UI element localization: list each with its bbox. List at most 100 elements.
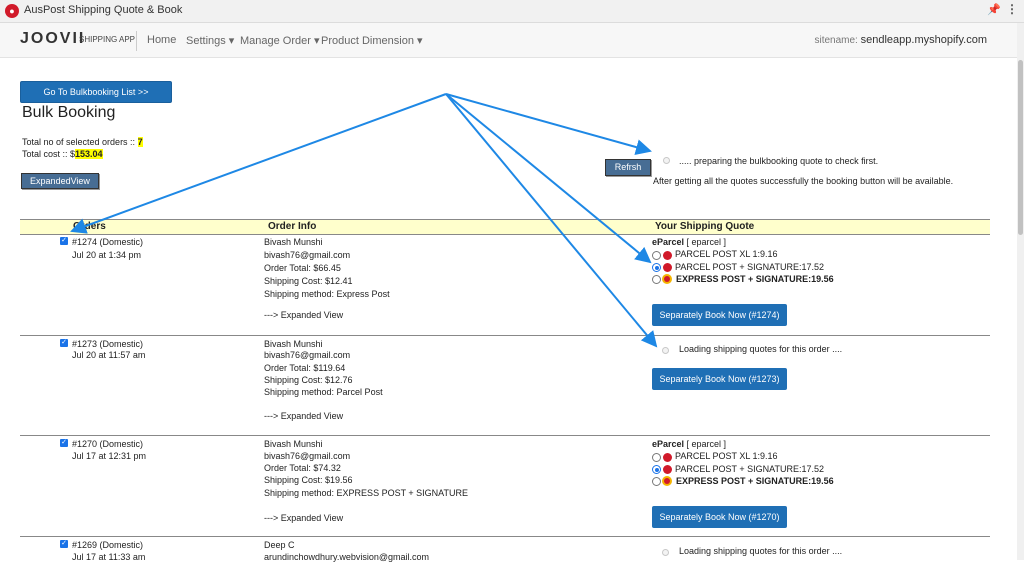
total-orders-value: 7 <box>137 137 143 147</box>
order-checkbox[interactable]: ✓ <box>60 339 68 347</box>
auspost-logo-icon <box>663 251 672 260</box>
loading-spinner-icon <box>663 157 670 164</box>
order-number[interactable]: #1270 (Domestic) <box>72 439 144 449</box>
sitename-value: sendleapp.myshopify.com <box>860 34 987 46</box>
order-total: Order Total: $119.64 <box>264 363 346 373</box>
customer-email: bivash76@gmail.com <box>264 350 351 360</box>
header-order-info: Order Info <box>268 221 317 232</box>
order-total: Order Total: $66.45 <box>264 263 341 273</box>
app-label: SHIPPING APP <box>79 35 136 44</box>
nav-divider <box>136 31 137 51</box>
order-number[interactable]: #1269 (Domestic) <box>72 540 144 550</box>
quote-option-radio[interactable] <box>652 477 661 486</box>
table-row: ✓ #1273 (Domestic) Jul 20 at 11:57 am Bi… <box>20 336 990 436</box>
bulkbooking-list-button[interactable]: Go To Bulkbooking List >> <box>20 81 172 103</box>
nav-manage-order[interactable]: Manage Order ▾ <box>240 35 320 47</box>
loading-spinner-icon <box>662 347 669 354</box>
express-post-logo-icon <box>662 476 672 486</box>
express-post-logo-icon <box>662 274 672 284</box>
separately-book-button[interactable]: Separately Book Now (#1273) <box>652 368 787 390</box>
total-cost-value: 153.04 <box>75 149 103 159</box>
total-cost-label: Total cost :: $ <box>22 149 76 159</box>
nav-product-dimension[interactable]: Product Dimension ▾ <box>321 35 423 47</box>
table-row: ✓ #1269 (Domestic) Jul 17 at 11:33 am De… <box>20 537 990 567</box>
auspost-app-icon: ● <box>5 4 19 18</box>
quote-carrier-code: [ eparcel ] <box>684 237 727 247</box>
sitename: sitename: sendleapp.myshopify.com <box>814 34 987 46</box>
order-number[interactable]: #1273 (Domestic) <box>72 339 144 349</box>
quote-option-radio[interactable] <box>652 251 661 260</box>
after-quotes-text: After getting all the quotes successfull… <box>653 176 954 186</box>
pin-icon[interactable]: 📌 <box>987 4 1001 16</box>
shipping-cost: Shipping Cost: $19.56 <box>264 475 353 485</box>
customer-email: bivash76@gmail.com <box>264 250 351 260</box>
page-scrollbar[interactable] <box>1017 23 1024 560</box>
expanded-view-link[interactable]: ---> Expanded View <box>264 411 344 421</box>
quote-option-label: PARCEL POST XL 1:9.16 <box>675 249 778 259</box>
arrow-to-preparing <box>445 93 652 155</box>
shipping-method: Shipping method: EXPRESS POST + SIGNATUR… <box>264 488 469 498</box>
total-orders-label: Total no of selected orders :: <box>22 137 136 147</box>
quote-option-radio-selected[interactable] <box>652 263 661 272</box>
shipping-cost: Shipping Cost: $12.76 <box>264 375 353 385</box>
loading-quotes-text: Loading shipping quotes for this order .… <box>679 344 843 354</box>
header-orders: Orders <box>73 221 106 232</box>
table-row: ✓ #1270 (Domestic) Jul 17 at 12:31 pm Bi… <box>20 436 990 537</box>
window-title: AusPost Shipping Quote & Book <box>24 4 183 16</box>
total-orders: Total no of selected orders :: 7 <box>22 137 143 147</box>
auspost-logo-icon <box>663 453 672 462</box>
expanded-view-link[interactable]: ---> Expanded View <box>264 513 344 523</box>
nav-settings[interactable]: Settings ▾ <box>186 35 235 47</box>
arrow-to-checkbox <box>70 93 447 234</box>
order-date: Jul 17 at 12:31 pm <box>72 451 147 461</box>
quote-option-radio[interactable] <box>652 453 661 462</box>
quote-option-label: EXPRESS POST + SIGNATURE:19.56 <box>676 274 834 284</box>
quote-carrier: eParcel [ eparcel ] <box>652 438 726 451</box>
separately-book-button[interactable]: Separately Book Now (#1274) <box>652 304 787 326</box>
quote-carrier-name: eParcel <box>652 237 685 247</box>
order-number[interactable]: #1274 (Domestic) <box>72 237 144 247</box>
quote-carrier: eParcel [ eparcel ] <box>652 236 726 249</box>
nav-home[interactable]: Home <box>147 34 177 46</box>
shipping-cost: Shipping Cost: $12.41 <box>264 276 353 286</box>
quote-option-label: PARCEL POST + SIGNATURE:17.52 <box>675 262 824 272</box>
customer-name: Bivash Munshi <box>264 439 323 449</box>
quote-carrier-code: [ eparcel ] <box>684 439 727 449</box>
shipping-method: Shipping method: Express Post <box>264 289 390 299</box>
customer-email: bivash76@gmail.com <box>264 451 351 461</box>
preparing-text: ..... preparing the bulkbooking quote to… <box>679 156 879 166</box>
table-row: ✓ #1274 (Domestic) Jul 20 at 1:34 pm Biv… <box>20 234 990 336</box>
quote-option-radio[interactable] <box>652 275 661 284</box>
loading-quotes-text: Loading shipping quotes for this order .… <box>679 546 843 556</box>
order-total: Order Total: $74.32 <box>264 463 341 473</box>
scrollbar-thumb[interactable] <box>1018 60 1023 235</box>
quote-carrier-name: eParcel <box>652 439 685 449</box>
more-options-icon[interactable]: ⋮ <box>1006 2 1018 16</box>
logo[interactable]: JOOVII <box>20 30 86 47</box>
order-date: Jul 20 at 1:34 pm <box>72 250 142 260</box>
customer-name: Bivash Munshi <box>264 237 323 247</box>
order-checkbox[interactable]: ✓ <box>60 439 68 447</box>
order-checkbox[interactable]: ✓ <box>60 237 68 245</box>
quote-option-label: PARCEL POST + SIGNATURE:17.52 <box>675 464 824 474</box>
auspost-logo-icon <box>663 465 672 474</box>
expanded-view-button[interactable]: ExpandedView <box>21 173 99 189</box>
quote-option-label: PARCEL POST XL 1:9.16 <box>675 451 778 461</box>
customer-email: arundinchowdhury.webvision@gmail.com <box>264 552 430 562</box>
top-navbar: JOOVII SHIPPING APP Home Settings ▾ Mana… <box>0 23 1017 58</box>
expanded-view-link[interactable]: ---> Expanded View <box>264 310 344 320</box>
separately-book-button[interactable]: Separately Book Now (#1270) <box>652 506 787 528</box>
total-cost: Total cost :: $153.04 <box>22 149 103 159</box>
orders-table-header: Orders Order Info Your Shipping Quote <box>20 219 990 235</box>
page-title: Bulk Booking <box>22 104 116 121</box>
header-shipping-quote: Your Shipping Quote <box>655 221 755 232</box>
customer-name: Deep C <box>264 540 295 550</box>
shipping-method: Shipping method: Parcel Post <box>264 387 383 397</box>
quote-option-radio-selected[interactable] <box>652 465 661 474</box>
loading-spinner-icon <box>662 549 669 556</box>
order-checkbox[interactable]: ✓ <box>60 540 68 548</box>
customer-name: Bivash Munshi <box>264 339 323 349</box>
quote-option-label: EXPRESS POST + SIGNATURE:19.56 <box>676 476 834 486</box>
refresh-button[interactable]: Refrsh <box>605 159 651 176</box>
order-date: Jul 20 at 11:57 am <box>72 350 146 360</box>
